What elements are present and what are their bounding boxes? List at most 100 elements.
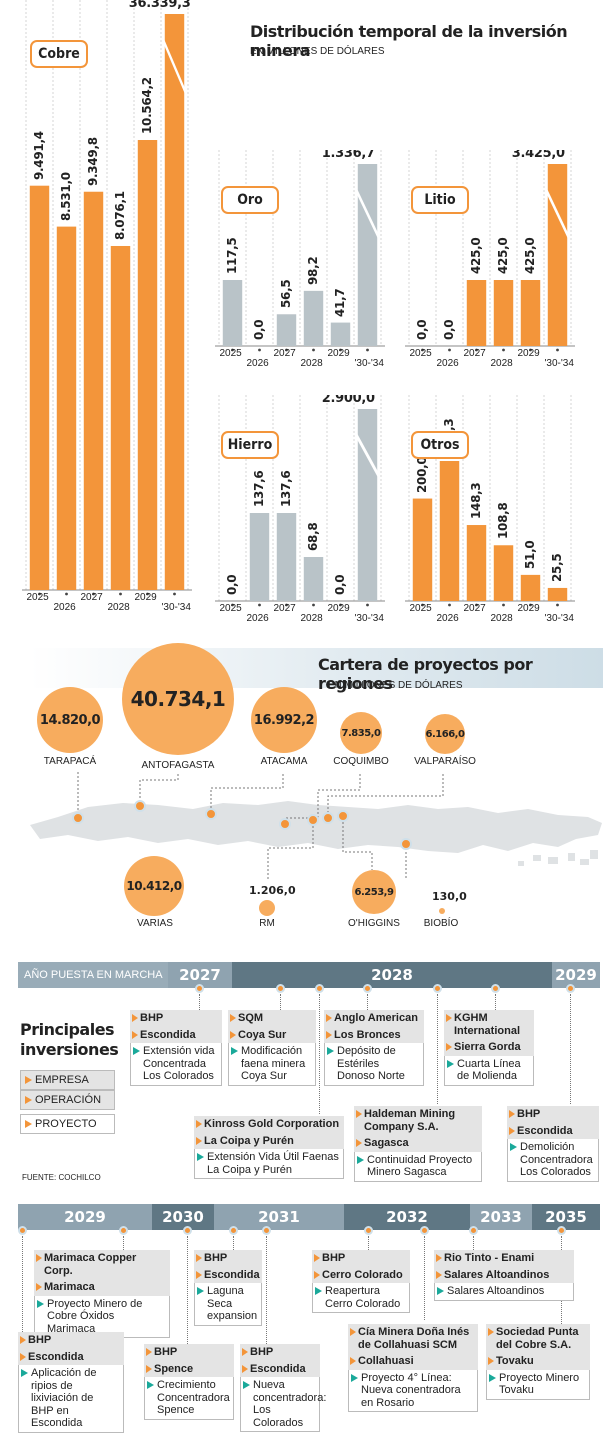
- x-label-2025: 2025: [409, 603, 432, 614]
- card-7-company: BHP: [507, 1106, 599, 1123]
- tick: [285, 348, 288, 352]
- line-4: [367, 994, 368, 1010]
- dot-7: [566, 984, 575, 993]
- value-label-2028: 8.076,1: [112, 191, 127, 240]
- card-8-company: Marimaca Copper Corp.: [34, 1250, 170, 1279]
- value-label-2027: 9.349,8: [85, 136, 100, 186]
- bubble-coquimbo: 7.835,0: [340, 712, 382, 754]
- year-2032: 2032: [344, 1204, 470, 1230]
- card-6-company: Haldeman Mining Company S.A.: [354, 1106, 482, 1135]
- card-6-operation: Sagasca: [354, 1135, 482, 1152]
- chart-svg: [405, 395, 575, 607]
- x-label-2028: 2028: [490, 613, 513, 623]
- dot-11: [229, 1226, 238, 1235]
- dot-3: [315, 984, 324, 993]
- chart-title: Oro: [221, 186, 279, 214]
- chart-hierro: 0,0 2025 137,6 2026 137,6 2027 68,8 2028 0,0 2029…: [215, 395, 385, 623]
- x-label-'30-'34: '30-'34: [354, 613, 384, 623]
- dot-8: [18, 1226, 27, 1235]
- year-2031: 2031: [214, 1204, 344, 1230]
- value-label-2025: 0,0: [414, 319, 429, 340]
- card-16: Sociedad Punta del Cobre S.A. Tovaku Pro…: [486, 1324, 590, 1400]
- year-2029-a: 2029: [552, 962, 600, 988]
- card-6: Haldeman Mining Company S.A. Sagasca Con…: [354, 1106, 482, 1182]
- year-2028-a: 2028: [232, 962, 552, 988]
- value-label-2025: 9.491,4: [31, 130, 46, 180]
- pin-antofagasta: [134, 800, 146, 812]
- chart-title: Hierro: [221, 431, 279, 459]
- card-13-project: Reapertura Cerro Colorado: [312, 1283, 410, 1313]
- card-4-operation: Sierra Gorda: [444, 1039, 534, 1056]
- chart-otros: 200,02025273,32026148,32027108,8202851,0…: [405, 395, 575, 623]
- label-ohiggins: O'HIGGINS: [348, 918, 400, 929]
- value-label-'30-'34: 2.900,0: [321, 395, 375, 406]
- card-4-company: KGHM International: [444, 1010, 534, 1039]
- value-label-2028: 98,2: [305, 256, 320, 285]
- bubble-tarapaca: 14.820,0: [37, 687, 103, 753]
- tick: [258, 603, 261, 607]
- tick: [92, 592, 95, 596]
- card-14-project: Proyecto 4° Línea: Nueva conentradora en…: [348, 1369, 478, 1412]
- tick: [285, 603, 288, 607]
- year-2033: 2033: [470, 1204, 532, 1230]
- bar-'30-'34: [164, 14, 185, 590]
- bar-2027: [466, 525, 487, 601]
- tick: [258, 348, 261, 352]
- dot-2: [276, 984, 285, 993]
- pin-atacama: [205, 808, 217, 820]
- bar-2028: [303, 290, 324, 346]
- bar-2028: [493, 545, 514, 601]
- tick: [475, 603, 478, 607]
- dot-1: [195, 984, 204, 993]
- card-10: BHP Escondida Laguna Seca expansion: [194, 1250, 262, 1326]
- card-2-project: Modificación faena minera Coya Sur: [228, 1043, 316, 1086]
- card-3: Anglo American Los Bronces Depósito de E…: [324, 1010, 424, 1086]
- value-label-2027: 137,6: [278, 470, 293, 507]
- value-rm: 1.206,0: [249, 884, 296, 897]
- year-2035: 2035: [532, 1204, 600, 1230]
- bar-break: [162, 36, 187, 97]
- dot-4: [363, 984, 372, 993]
- card-11-company: BHP: [144, 1344, 234, 1361]
- chart-svg: [22, 0, 192, 596]
- bar-2028: [110, 245, 131, 590]
- tick: [448, 348, 451, 352]
- card-10-company: BHP: [194, 1250, 262, 1267]
- pin-valparaiso: [307, 814, 319, 826]
- card-4-project: Cuarta Línea de Molienda: [444, 1055, 534, 1086]
- card-3-operation: Los Bronces: [324, 1026, 424, 1043]
- x-label-2028: 2028: [300, 613, 323, 623]
- dot-10: [183, 1226, 192, 1235]
- x-label-'30-'34: '30-'34: [544, 613, 574, 623]
- card-8: Marimaca Copper Corp. Marimaca Proyecto …: [34, 1250, 170, 1338]
- bubble-ohiggins: 6.253,9: [352, 870, 396, 914]
- value-label-2027: 148,3: [468, 482, 483, 520]
- regions-subtitle: EN MILLONES DE DÓLARES: [328, 680, 463, 691]
- line-6: [495, 994, 496, 1010]
- tick: [421, 603, 424, 607]
- bar-2027: [83, 191, 104, 590]
- tick: [475, 348, 478, 352]
- card-16-project: Proyecto Minero Tovaku: [486, 1369, 590, 1400]
- value-label-2028: 68,8: [305, 522, 320, 551]
- line-12: [266, 1236, 267, 1344]
- label-varias: VARIAS: [137, 918, 173, 929]
- bar-break: [355, 431, 380, 480]
- value-label-'30-'34: 36.339,3: [128, 0, 191, 11]
- x-label-2026: 2026: [53, 602, 76, 612]
- bar-'30-'34: [357, 164, 378, 346]
- tick: [502, 348, 505, 352]
- card-8-project: Proyecto Minero de Cobre Óxidos Marimaca: [34, 1295, 170, 1338]
- bar-2029: [520, 574, 541, 601]
- dot-15: [469, 1226, 478, 1235]
- x-label-2029: 2029: [134, 592, 157, 603]
- pin-tarapaca: [72, 812, 84, 824]
- investment-subtitle: EN MILLONES DE DÓLARES: [250, 46, 385, 57]
- source-label: FUENTE: COCHILCO: [22, 1173, 101, 1182]
- tick: [65, 592, 68, 596]
- card-10-project: Laguna Seca expansion: [194, 1283, 262, 1326]
- chart-svg: [215, 150, 385, 352]
- card-14: Cía Minera Doña Inés de Collahuasi SCM C…: [348, 1324, 478, 1412]
- card-9-project: Aplicación de ripios de lixiviación de B…: [18, 1365, 124, 1433]
- card-11-project: Crecimiento Concentradora Spence: [144, 1377, 234, 1420]
